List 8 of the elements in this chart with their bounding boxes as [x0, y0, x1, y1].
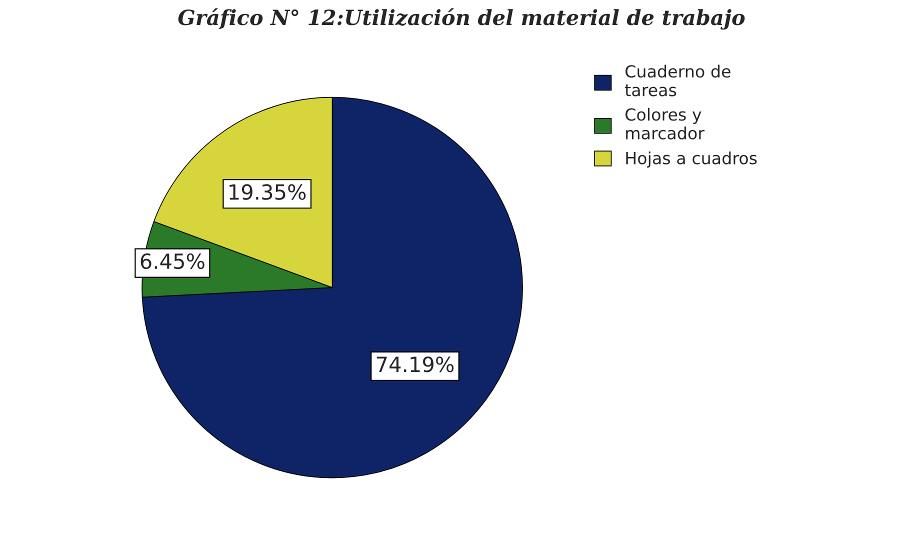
- legend-label: Cuaderno de tareas: [625, 64, 730, 96]
- data-label: 19.35%: [230, 184, 306, 200]
- legend-label: Hojas a cuadros: [626, 152, 757, 168]
- legend-label: Colores y marcador: [626, 108, 705, 140]
- pie-slice: [142, 96, 523, 478]
- data-label: 74.19%: [376, 356, 454, 372]
- chart-title: Gráfico N° 12:Utilización del material de trabajo: [178, 8, 745, 30]
- data-label: 6.45%: [140, 253, 204, 270]
